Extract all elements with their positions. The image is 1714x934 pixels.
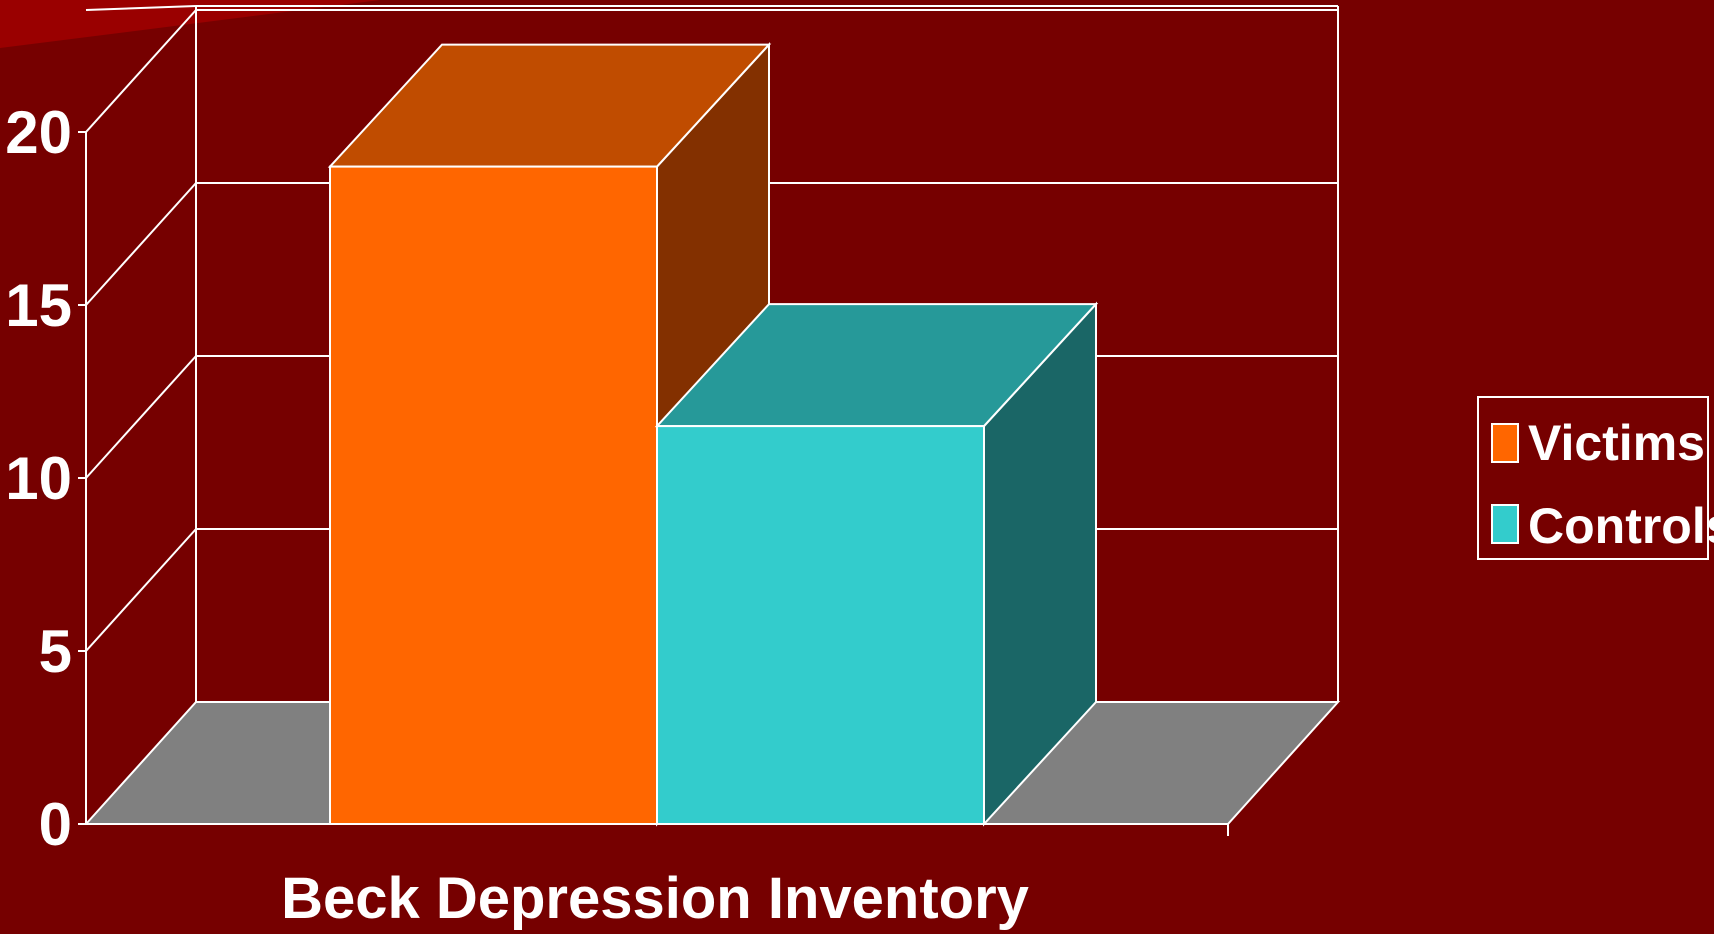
legend: Victims Controls bbox=[1477, 396, 1714, 560]
legend-label-victims: Victims bbox=[1528, 415, 1705, 471]
y-tick-label: 0 bbox=[39, 791, 72, 858]
legend-label-controls: Controls bbox=[1528, 498, 1714, 554]
gridline-side bbox=[85, 528, 197, 652]
y-tick-label: 15 bbox=[5, 272, 72, 339]
legend-box bbox=[1477, 396, 1709, 560]
gridline-side bbox=[85, 9, 197, 133]
corner-decoration bbox=[0, 0, 380, 48]
y-tick-label: 10 bbox=[5, 445, 72, 512]
bar-front-controls bbox=[656, 425, 985, 825]
y-tick-label: 5 bbox=[39, 618, 72, 685]
x-axis-label: Beck Depression Inventory bbox=[281, 866, 1029, 931]
left-wall-top-edge bbox=[85, 5, 197, 11]
gridline-side bbox=[85, 182, 197, 306]
legend-swatch-controls bbox=[1491, 504, 1519, 544]
bar-controls bbox=[654, 301, 1099, 827]
legend-swatch-victims bbox=[1491, 423, 1519, 463]
y-tick-label: 20 bbox=[5, 99, 72, 166]
gridline-side bbox=[85, 355, 197, 479]
bar-front-victims bbox=[329, 165, 658, 826]
